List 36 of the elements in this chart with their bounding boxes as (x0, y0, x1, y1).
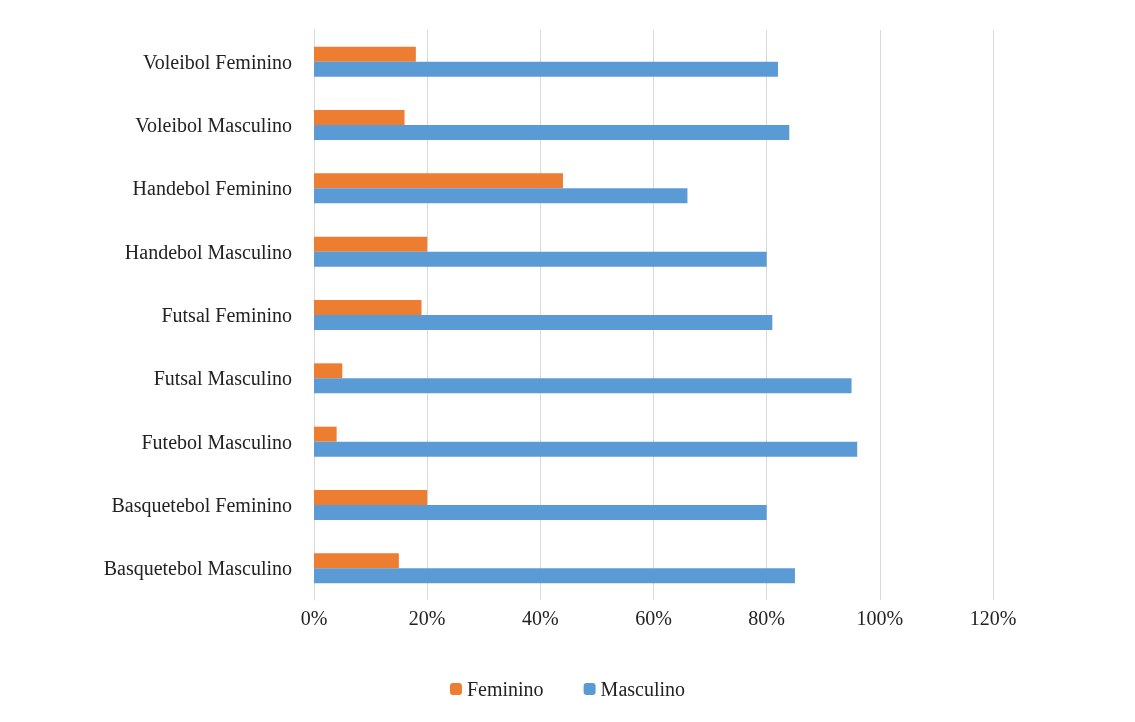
x-tick-label: 20% (408, 607, 446, 629)
x-tick-label: 0% (300, 607, 328, 629)
y-tick-label: Voleibol Feminino (142, 50, 292, 73)
legend-label: Feminino (466, 678, 544, 700)
bar (314, 441, 858, 457)
bar (314, 251, 767, 267)
y-tick-label: Basquetebol Masculino (103, 557, 292, 581)
bar (314, 378, 852, 394)
bar (314, 110, 405, 125)
y-tick-label: Voleibol Masculino (135, 114, 292, 136)
y-tick-label: Futsal Feminino (161, 304, 292, 326)
y-tick-label: Futsal Masculino (153, 367, 292, 390)
x-tick-label: 120% (969, 607, 1017, 629)
x-tick-label: 100% (856, 607, 904, 629)
bar (314, 568, 795, 584)
bar (314, 188, 688, 204)
bar (314, 236, 428, 252)
bar (314, 46, 416, 62)
y-tick-label: Basquetebol Feminino (111, 494, 292, 517)
y-tick-label: Handebol Feminino (132, 177, 292, 200)
bar (314, 426, 337, 442)
x-tick-label: 40% (522, 607, 559, 629)
bar (314, 553, 399, 569)
bar (314, 505, 767, 520)
bar (314, 315, 773, 330)
bar (314, 490, 428, 505)
bar (314, 61, 778, 77)
x-tick-label: 80% (748, 607, 785, 629)
legend-label: Masculino (600, 678, 686, 700)
bar (314, 125, 790, 140)
bar (314, 363, 343, 379)
bar (314, 173, 563, 189)
y-tick-label: Handebol Masculino (124, 240, 292, 263)
bar (314, 300, 422, 315)
y-tick-label: Futebol Masculino (141, 430, 292, 453)
x-tick-label: 60% (635, 607, 672, 629)
